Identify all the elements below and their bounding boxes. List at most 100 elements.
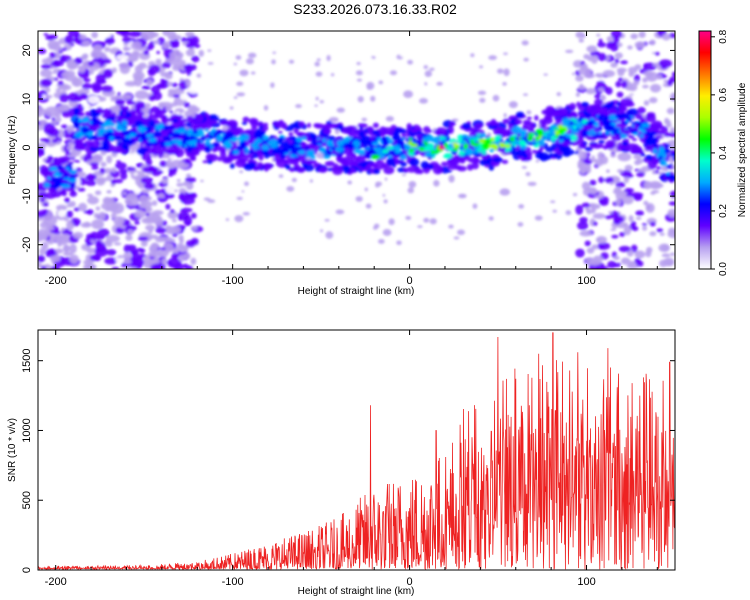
spectrogram-cell: [490, 121, 497, 126]
spectrogram-cell: [38, 142, 47, 149]
spectrogram-cell: [353, 148, 361, 154]
spectrogram-cell: [185, 31, 195, 38]
spectrogram-cell: [117, 255, 124, 259]
spectrogram-cell: [399, 159, 405, 162]
spectrogram-cell: [466, 163, 474, 171]
spectrogram-cell: [258, 154, 264, 161]
spectrogram-cell: [73, 123, 77, 129]
spectrogram-cell: [289, 167, 295, 172]
spectrogram-cell: [141, 188, 151, 194]
spectrogram-cell: [105, 234, 120, 243]
spectrogram-cell: [565, 133, 571, 138]
colorbar: 0.0 0.2 0.4 0.6 0.8 Normalized spectral ampl…: [698, 29, 748, 276]
spectrogram-cell: [64, 152, 72, 156]
spectrogram-cell: [513, 189, 522, 194]
spectrogram-cell: [121, 120, 128, 127]
spectrogram-cell: [162, 179, 168, 184]
spectrogram-cell: [106, 174, 112, 182]
spectrogram-cell: [401, 132, 407, 138]
spectrogram-cell: [252, 153, 259, 159]
spectrogram-cell: [573, 125, 577, 130]
spectrogram-cell: [78, 88, 90, 95]
spectrogram-cell: [365, 203, 372, 209]
spectrogram-cell: [504, 141, 510, 146]
spectrogram-cell: [87, 131, 94, 136]
spectrogram-cell: [334, 128, 340, 135]
spectrogram-cell: [443, 152, 453, 159]
spectrogram-cell: [83, 78, 91, 83]
spectrogram-cell: [520, 156, 532, 162]
spectrogram-cell: [629, 93, 634, 96]
spectrogram-cell: [104, 133, 110, 140]
spectrogram-cell: [73, 139, 81, 145]
spectrogram-cell: [123, 244, 131, 253]
spectrogram-cell: [64, 173, 69, 177]
spectrogram-cell: [67, 141, 75, 147]
spectrogram-cell: [281, 89, 286, 94]
spectrogram-cell: [358, 149, 366, 156]
spectrogram-cell: [159, 123, 165, 129]
spectrogram-cell: [91, 31, 99, 39]
spectrogram-cell: [659, 155, 663, 159]
spectrogram-cell: [225, 218, 230, 221]
spectrogram-cell: [641, 223, 648, 226]
spectrogram-cell: [593, 121, 599, 128]
spectrogram-cell: [38, 191, 47, 198]
spectrogram-cell: [85, 180, 97, 187]
spectrogram-cell: [151, 200, 158, 207]
spectrogram-cell: [176, 182, 184, 187]
spectrogram-cell: [113, 216, 125, 226]
spectrogram-cell: [253, 139, 260, 147]
spectrogram-cell: [534, 136, 540, 141]
spectrogram-cell: [522, 121, 536, 131]
spectrogram-cell: [403, 90, 414, 98]
spectrogram-cell: [618, 77, 623, 82]
spectrogram-cell: [558, 131, 564, 135]
spectrogram-cell: [541, 154, 552, 160]
spectrogram-cell: [360, 160, 368, 169]
spectrogram-cell: [49, 52, 56, 59]
spectrogram-cell: [606, 144, 615, 150]
snr-x-axis-label: Height of straight line (km): [298, 586, 415, 597]
spectrogram-cell: [60, 183, 71, 189]
spectrogram-cell: [255, 122, 265, 127]
spectrogram-cell: [356, 62, 361, 66]
spectrogram-cell: [140, 153, 152, 161]
spectrogram-cell: [109, 136, 114, 141]
spectrogram-cell: [103, 167, 113, 174]
spectrogram-cell: [562, 151, 571, 157]
spectrogram-cell: [492, 144, 499, 150]
spectrogram-cell: [89, 120, 93, 125]
spectrogram-cell: [636, 260, 644, 267]
spectrogram-cell: [87, 95, 100, 104]
spectrogram-cell: [668, 201, 675, 206]
spectrogram-cell: [649, 39, 656, 46]
spectrogram-cell: [488, 55, 497, 61]
spectrogram-cell: [109, 202, 125, 215]
spectrogram-cell: [652, 62, 660, 67]
spectrogram-cell: [270, 82, 275, 88]
spectrogram-cell: [131, 41, 142, 51]
spectrogram-cell: [128, 31, 143, 38]
spectrogram-cell: [51, 84, 58, 90]
spectrogram-cell: [477, 90, 487, 96]
spectrogram-cell: [602, 70, 616, 78]
spectrogram-cell: [223, 142, 233, 148]
spectrogram-cell: [83, 259, 93, 266]
spectrogram-cell: [66, 203, 72, 208]
spectrogram-cell: [302, 148, 306, 151]
spectrogram-cell: [620, 257, 631, 265]
spectrogram-cell: [478, 138, 486, 144]
spectrogram-cell: [476, 133, 482, 137]
spectrogram-cell: [482, 112, 491, 116]
spectrogram-cell: [204, 128, 209, 132]
spectrogram-cell: [363, 142, 367, 145]
spectrogram-cell: [69, 182, 76, 189]
spectrogram-cell: [293, 163, 300, 170]
spectrogram-cell: [383, 166, 395, 175]
spectrogram-cell: [322, 154, 331, 159]
spectrogram-cell: [610, 31, 623, 39]
spectrogram-cell: [419, 146, 425, 152]
spectrogram-cell: [470, 139, 475, 143]
